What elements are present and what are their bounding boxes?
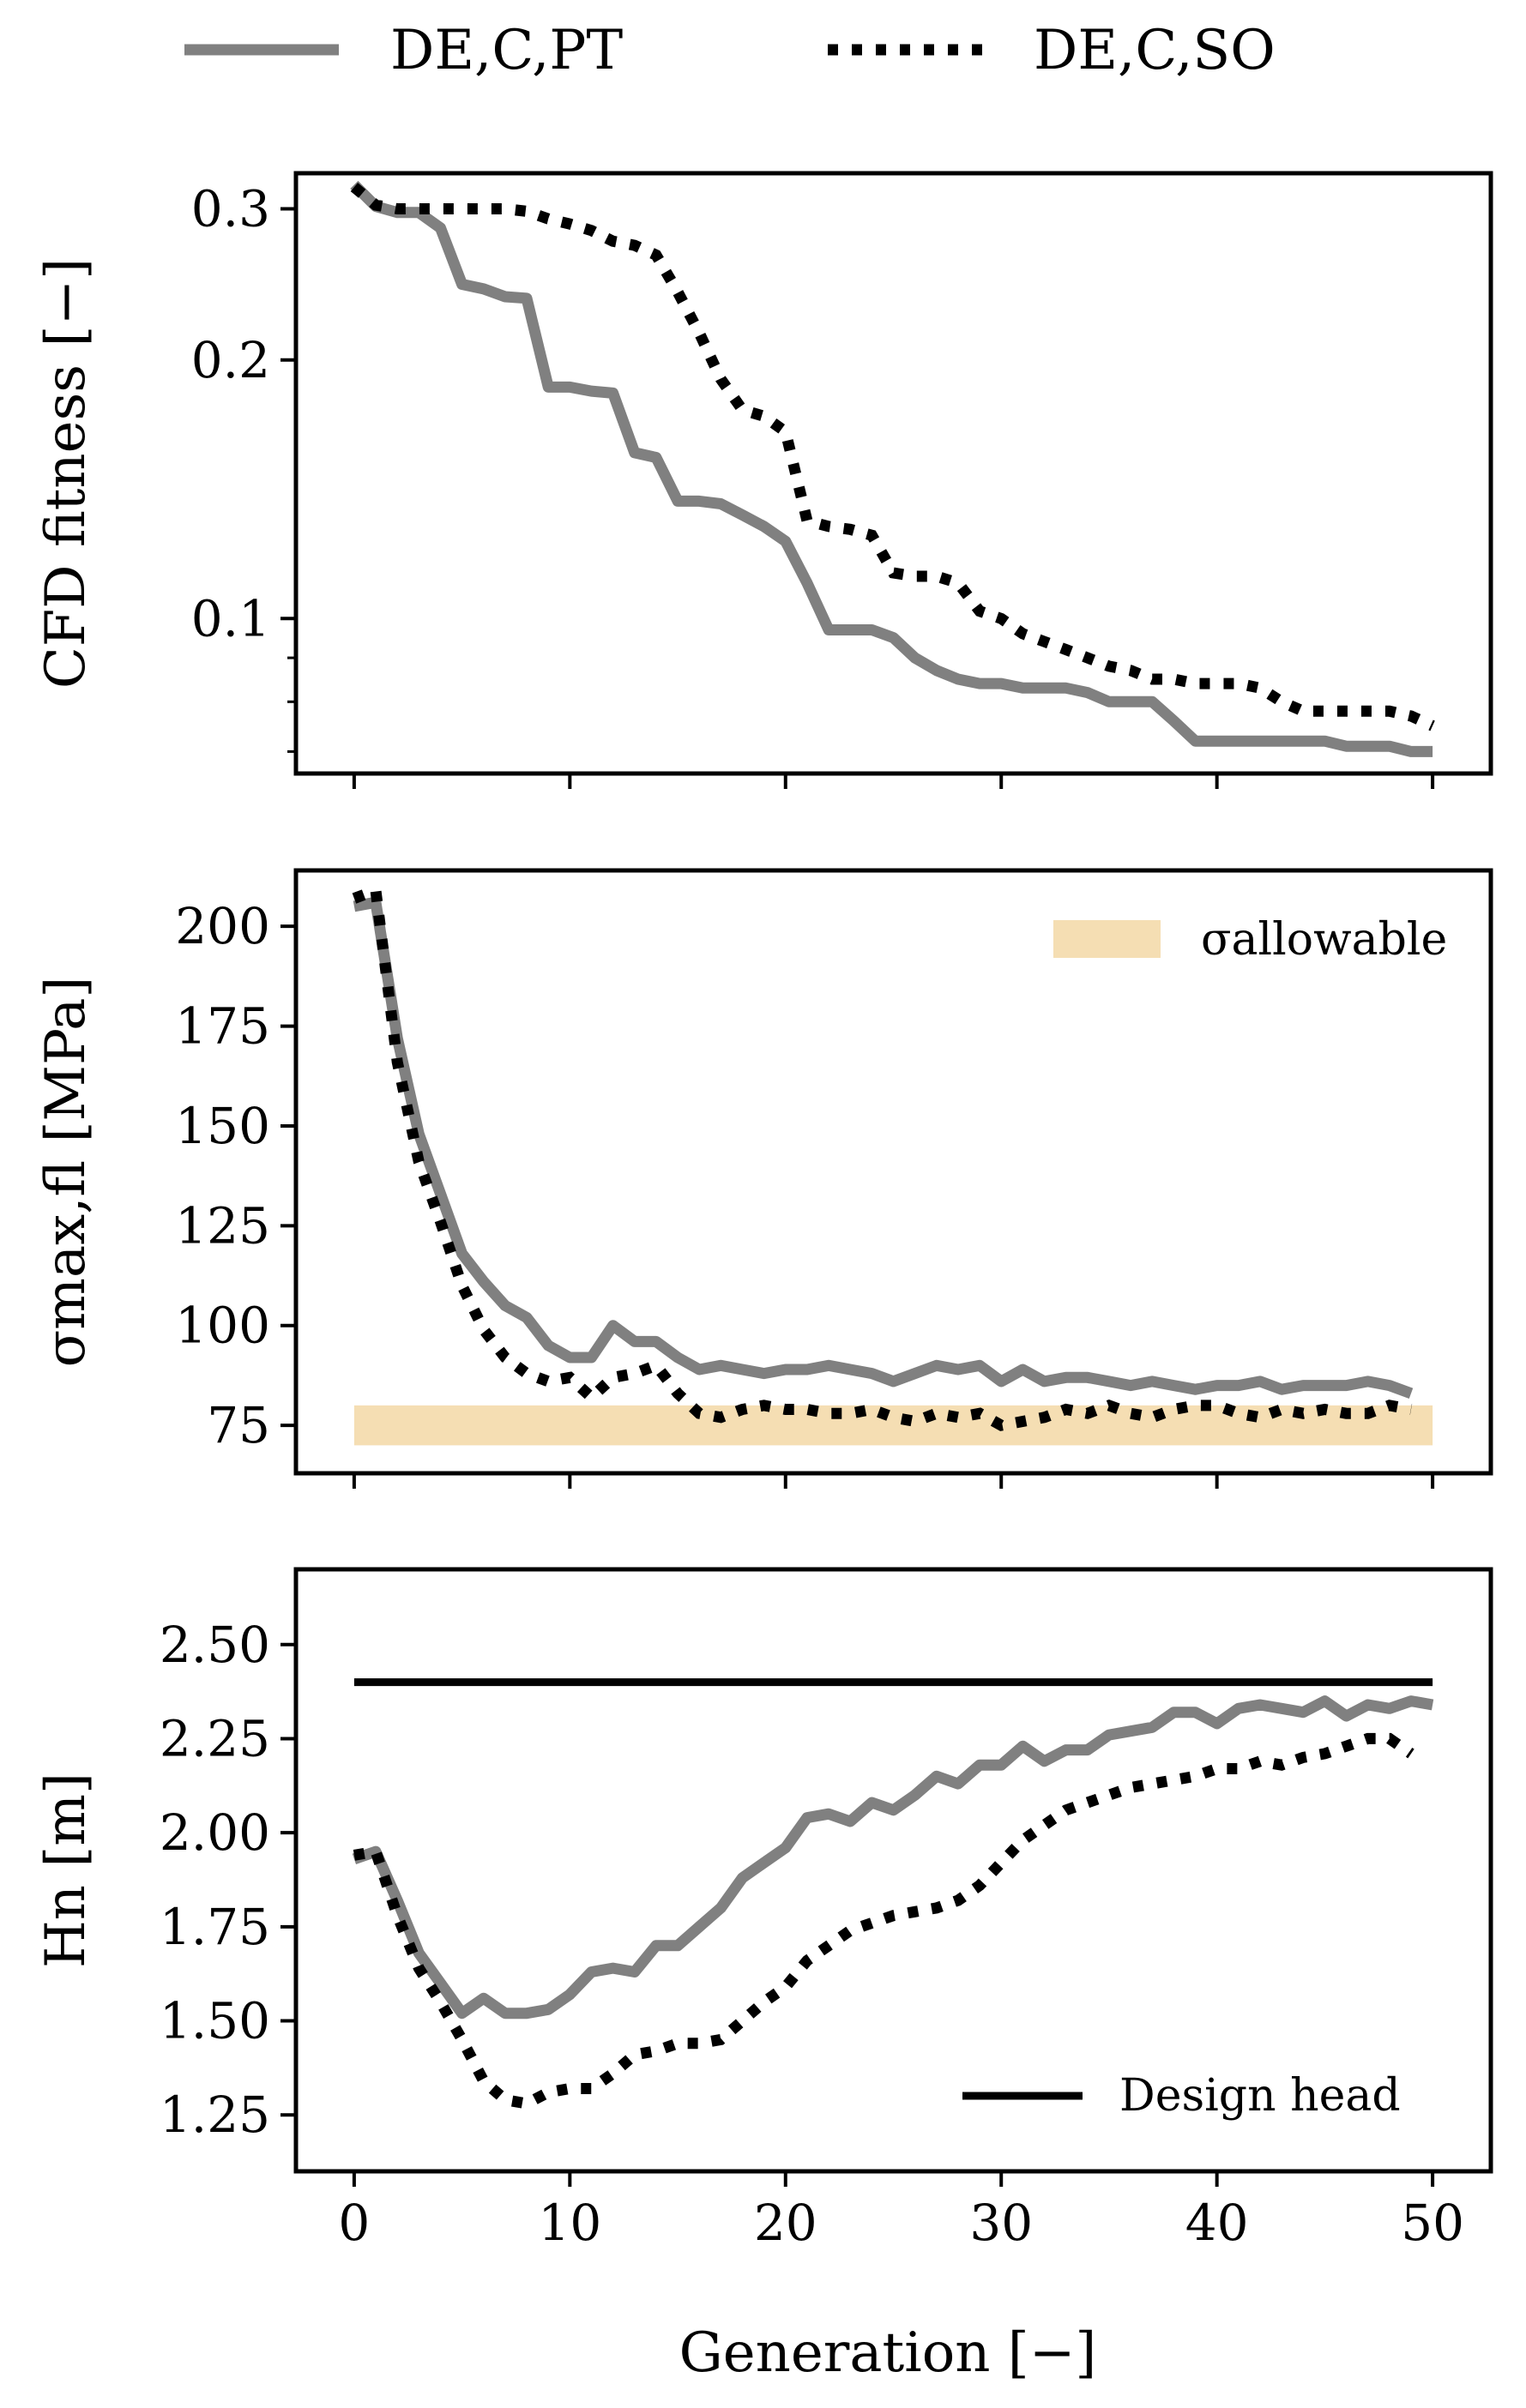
plot-frame xyxy=(293,171,1493,776)
y-tick-label: 0.1 xyxy=(191,589,270,647)
series-de-c-so-line xyxy=(350,183,1435,731)
x-tick-label: 20 xyxy=(754,2194,817,2252)
head-panel: 1.25 1.50 1.75 2.00 2.25 2.50 0 10 20 30 40 50 Hn [m… xyxy=(34,1567,1493,2252)
stress-panel: 75 100 125 150 175 200 σmax,fl [MPa] σallowable xyxy=(34,868,1493,1489)
x-tick-label: 30 xyxy=(969,2194,1033,2252)
y-axis-label: σmax,fl [MPa] xyxy=(34,977,98,1368)
y-tick-label: 200 xyxy=(175,897,270,955)
legend-label-1: DE,C,SO xyxy=(1034,19,1276,82)
y-tick-label: 1.25 xyxy=(160,2086,270,2144)
y-tick-label: 2.00 xyxy=(160,1803,270,1862)
y-axis-label: Hn [m] xyxy=(34,1773,98,1968)
y-tick-label: 1.75 xyxy=(160,1898,270,1956)
band-legend-swatch xyxy=(1053,920,1161,958)
band-legend-label: σallowable xyxy=(1201,914,1447,966)
series-de-c-so-line xyxy=(352,882,1413,1431)
cfd-fitness-panel: 0.1 0.2 0.3 CFD fitness [−] xyxy=(34,171,1493,789)
y-tick-label: 175 xyxy=(175,997,270,1056)
y-tick-label: 1.50 xyxy=(160,1992,270,2050)
figure-legend: DE,C,PT DE,C,SO xyxy=(184,19,1276,82)
x-tick-label: 40 xyxy=(1185,2194,1249,2252)
design-head-legend-label: Design head xyxy=(1119,2070,1401,2122)
y-tick-label: 2.50 xyxy=(160,1616,270,1674)
y-tick-label: 125 xyxy=(175,1196,270,1255)
y-axis-label: CFD fitness [−] xyxy=(34,258,98,689)
x-axis-label: Generation [−] xyxy=(679,2321,1097,2385)
x-tick-label: 10 xyxy=(538,2194,601,2252)
plot-frame xyxy=(293,1567,1493,2174)
y-tick-label: 100 xyxy=(175,1297,270,1355)
y-tick-label: 75 xyxy=(207,1396,270,1454)
series-de-c-pt-line xyxy=(353,896,1414,1399)
series-de-c-so-line xyxy=(353,1732,1414,2110)
series-de-c-pt-line xyxy=(352,1695,1434,2020)
x-tick-label: 0 xyxy=(338,2194,370,2252)
legend-label-0: DE,C,PT xyxy=(390,19,623,82)
x-tick-label: 50 xyxy=(1401,2194,1464,2252)
y-tick-label: 150 xyxy=(175,1097,270,1155)
y-tick-label: 0.2 xyxy=(191,331,270,389)
y-tick-label: 2.25 xyxy=(160,1709,270,1767)
y-tick-label: 0.3 xyxy=(191,179,270,238)
series-de-c-pt-line xyxy=(350,180,1433,757)
plot-frame xyxy=(293,868,1493,1476)
